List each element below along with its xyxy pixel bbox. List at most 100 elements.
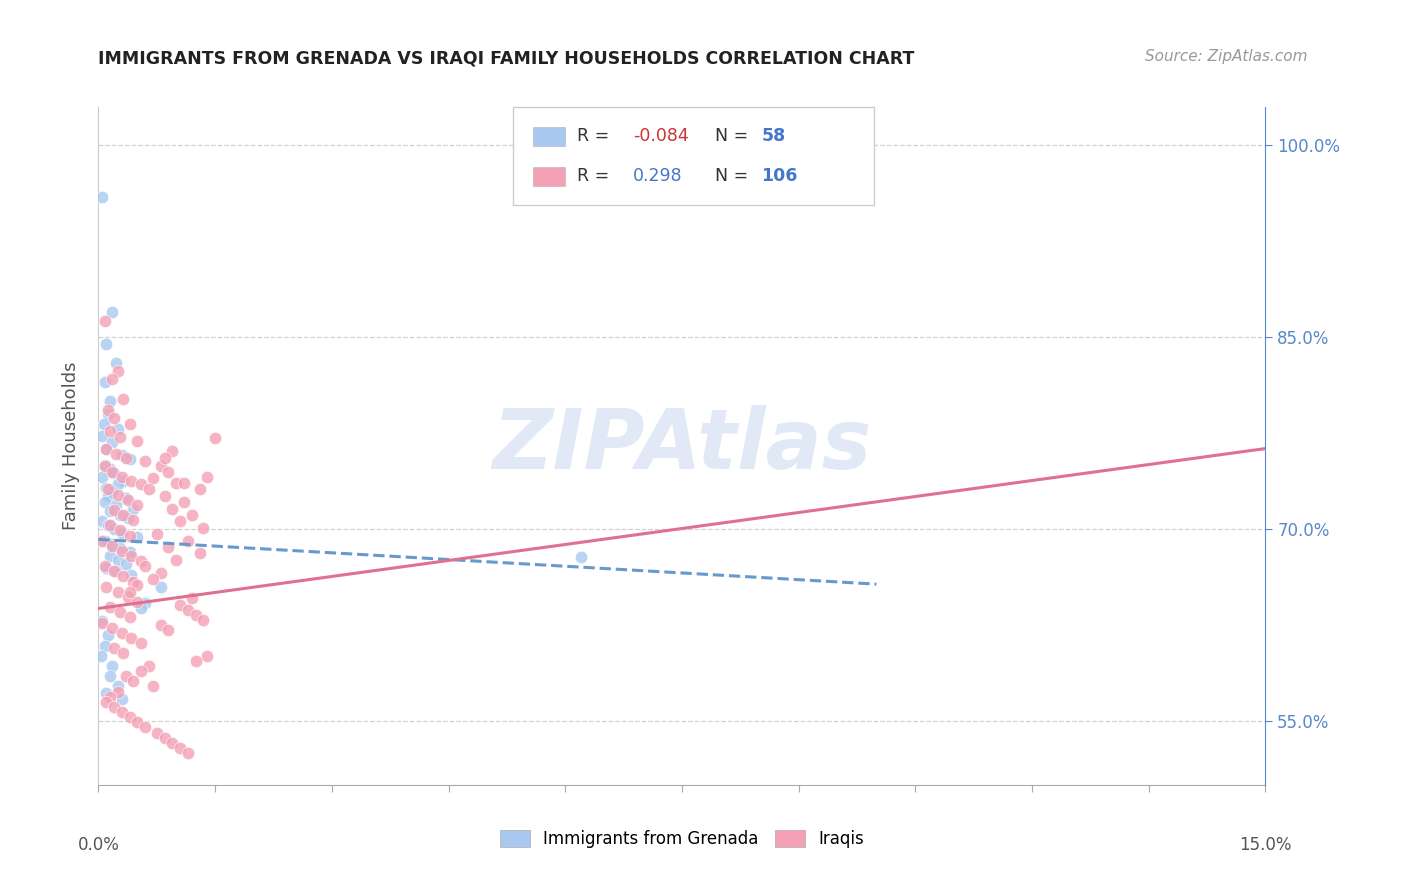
Text: R =: R = <box>576 168 614 186</box>
Point <box>122 501 145 516</box>
Point <box>90 648 112 663</box>
Point <box>97 489 120 503</box>
Point <box>107 487 129 501</box>
Legend: Immigrants from Grenada, Iraqis: Immigrants from Grenada, Iraqis <box>494 823 870 855</box>
Point <box>188 546 211 560</box>
Point <box>169 515 191 529</box>
Text: IMMIGRANTS FROM GRENADA VS IRAQI FAMILY HOUSEHOLDS CORRELATION CHART: IMMIGRANTS FROM GRENADA VS IRAQI FAMILY … <box>98 49 915 67</box>
Point <box>134 596 156 610</box>
Text: N =: N = <box>714 127 754 145</box>
Point <box>97 403 120 417</box>
Text: 0.0%: 0.0% <box>77 836 120 855</box>
Point <box>108 508 131 522</box>
Point <box>127 595 149 609</box>
Point <box>114 669 136 683</box>
Point <box>104 447 127 461</box>
Text: 15.0%: 15.0% <box>1239 836 1292 855</box>
Point <box>103 503 125 517</box>
Point <box>96 442 118 456</box>
Point <box>117 590 139 604</box>
Point <box>103 410 125 425</box>
Point <box>98 518 121 533</box>
Point <box>91 515 114 529</box>
Point <box>195 648 218 663</box>
Point <box>91 189 114 203</box>
Point <box>180 591 202 606</box>
Point <box>184 654 207 668</box>
Point <box>162 501 184 516</box>
Point <box>120 568 142 582</box>
Point <box>91 469 114 483</box>
Point <box>120 474 142 488</box>
Point <box>134 720 156 734</box>
Point <box>142 471 165 485</box>
Text: -0.084: -0.084 <box>633 127 689 145</box>
Point <box>97 518 120 533</box>
Point <box>101 621 124 635</box>
Point <box>93 639 115 653</box>
Point <box>91 533 114 548</box>
FancyBboxPatch shape <box>513 107 875 205</box>
Point <box>173 495 195 509</box>
Point <box>101 537 124 551</box>
FancyBboxPatch shape <box>533 127 565 145</box>
Point <box>146 527 169 541</box>
Point <box>96 560 118 574</box>
Point <box>177 533 200 548</box>
Point <box>107 684 129 698</box>
Point <box>93 559 115 574</box>
Point <box>111 526 134 541</box>
Point <box>98 504 121 518</box>
Point <box>162 444 184 458</box>
Text: R =: R = <box>576 127 614 145</box>
Point <box>112 569 135 583</box>
Point <box>569 550 592 565</box>
Point <box>127 578 149 592</box>
Point <box>149 459 172 474</box>
Point <box>107 553 129 567</box>
Text: 106: 106 <box>761 168 797 186</box>
Point <box>97 407 120 421</box>
Point <box>93 375 115 389</box>
Point <box>93 417 115 432</box>
Point <box>101 539 124 553</box>
Point <box>101 304 124 318</box>
Point <box>108 430 131 444</box>
Point <box>146 725 169 739</box>
Point <box>91 614 114 628</box>
Point <box>157 623 180 637</box>
Point <box>149 580 172 594</box>
Point <box>107 584 129 599</box>
Point <box>188 483 211 497</box>
Point <box>98 549 121 563</box>
Point <box>111 469 134 483</box>
Point <box>98 424 121 438</box>
Point <box>97 483 120 497</box>
Point <box>117 510 139 524</box>
Point <box>114 491 136 506</box>
Point <box>118 451 141 466</box>
Point <box>169 740 191 755</box>
Point <box>96 336 118 351</box>
Point <box>193 521 215 535</box>
Point <box>91 615 114 630</box>
Point <box>118 545 141 559</box>
Point <box>98 462 121 476</box>
Point <box>118 584 141 599</box>
Point <box>127 434 149 448</box>
Point <box>101 485 124 500</box>
Point <box>108 605 131 619</box>
Point <box>122 513 145 527</box>
Point <box>129 664 152 678</box>
Point <box>104 356 127 370</box>
Point <box>108 524 131 538</box>
Point <box>108 541 131 556</box>
Point <box>153 489 176 503</box>
Point <box>153 731 176 745</box>
Point <box>111 692 134 706</box>
Point <box>134 559 156 574</box>
Point <box>122 674 145 689</box>
Point <box>149 618 172 632</box>
Point <box>114 450 136 465</box>
Point <box>103 522 125 536</box>
